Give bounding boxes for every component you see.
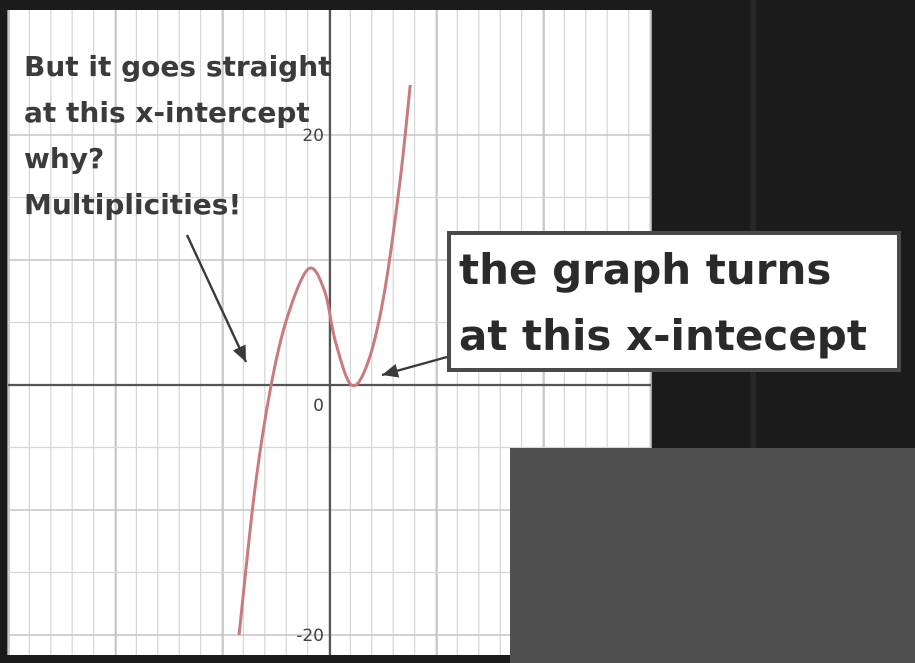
axes xyxy=(8,10,651,655)
y-tick-label: 0 xyxy=(313,396,324,416)
annotation-turns-line-1: the graph turns xyxy=(459,245,831,294)
annotation-turns-line-2: at this x-intecept xyxy=(459,311,867,360)
annotation-straight-line-3: why? xyxy=(24,142,104,175)
annotation-turns-box xyxy=(447,231,901,372)
annotation-straight-line-4: Multiplicities! xyxy=(24,188,241,221)
y-tick-label: -20 xyxy=(296,626,324,646)
arrow-left-head-icon xyxy=(232,344,246,362)
function-curve xyxy=(237,84,412,636)
annotation-turns: the graph turns at this x-intecept xyxy=(381,231,901,378)
gray-overlay-panel xyxy=(510,448,915,663)
y-tick-label: 20 xyxy=(302,126,324,146)
annotation-arrow-left xyxy=(185,234,248,363)
annotation-straight: But it goes straight at this x-intercept… xyxy=(24,50,332,363)
annotation-straight-line-1: But it goes straight xyxy=(24,50,332,83)
annotation-straight-line-2: at this x-intercept xyxy=(24,96,310,129)
tick-labels: 20 0 -20 xyxy=(296,126,324,646)
arrow-right-head-icon xyxy=(382,363,400,378)
